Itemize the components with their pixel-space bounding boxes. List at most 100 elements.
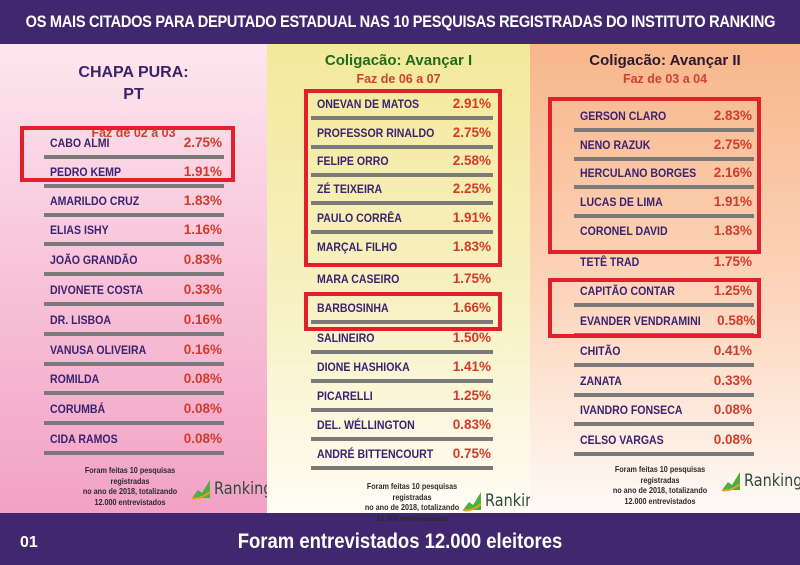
candidate-name: BARBOSINHA (317, 300, 389, 315)
candidate-row: FELIPE ORRO 2.58% (311, 148, 493, 177)
candidate-name: GERSON CLARO (580, 108, 667, 123)
candidate-name: TETÊ TRAD (580, 254, 640, 269)
candidate-value: 2.16% (713, 165, 752, 180)
column-avancar-2: Coligacão: Avançar II Faz de 03 a 04 GER… (530, 44, 800, 513)
candidate-name: PAULO CORRÊA (317, 210, 402, 225)
candidate-name: PEDRO KEMP (50, 164, 122, 179)
ranking-logo: Ranking (190, 478, 283, 500)
candidate-name: AMARILDO CRUZ (50, 193, 140, 208)
footnote: Foram feitas 10 pesquisas registradas no… (353, 481, 472, 523)
candidate-name: CHITÃO (580, 343, 621, 358)
candidate-name: CORUMBÁ (50, 401, 106, 416)
candidate-row: LUCAS DE LIMA 1.91% (574, 189, 754, 218)
footnote-line: no ano de 2018, totalizando (82, 486, 178, 496)
candidate-value: 2.75% (183, 135, 222, 150)
candidate-value: 0.08% (713, 402, 752, 417)
candidate-value: 2.83% (713, 108, 752, 123)
logo-text: Ranking (744, 471, 800, 491)
candidate-value: 1.25% (452, 388, 491, 403)
column-pt: CHAPA PURA: PT Faz de 02 a 03 CABO ALMI 2… (0, 44, 272, 513)
candidate-value: 0.41% (713, 343, 752, 358)
candidate-row: ZANATA 0.33% (574, 368, 754, 397)
candidate-value: 1.83% (452, 239, 491, 254)
candidate-name: LUCAS DE LIMA (580, 194, 663, 209)
candidate-name: DEL. WÉLLINGTON (317, 417, 415, 432)
candidate-row: IVANDRO FONSECA 0.08% (574, 397, 754, 426)
ranking-logo-icon (191, 480, 211, 500)
ranking-logo: Ranking (720, 470, 800, 492)
column-subtitle: Faz de 06 a 07 (356, 72, 441, 86)
candidate-value: 0.16% (183, 342, 222, 357)
footnote-line: Foram feitas 10 pesquisas registradas (84, 465, 176, 486)
candidate-row: MARÇAL FILHO 1.83% (311, 234, 493, 263)
footnote-line: Foram feitas 10 pesquisas registradas (366, 481, 458, 502)
candidate-value: 0.33% (713, 373, 752, 388)
column-title-line1: CHAPA PURA: (78, 64, 189, 81)
column-title: CHAPA PURA: PT (0, 62, 267, 106)
candidate-name: ELIAS ISHY (50, 222, 109, 237)
logo-text: Ranking (485, 491, 544, 511)
candidate-row: DIONE HASHIOKA 1.41% (311, 354, 493, 383)
candidate-row: PICARELLI 1.25% (311, 383, 493, 412)
candidate-row: ELIAS ISHY 1.16% (44, 217, 224, 246)
candidate-name: ROMILDA (50, 371, 100, 386)
candidate-row: DIVONETE COSTA 0.33% (44, 277, 224, 306)
candidate-row: PAULO CORRÊA 1.91% (311, 205, 493, 234)
column-title: Coligacão: Avançar I (324, 52, 473, 69)
candidate-row: SALINEIRO 1.50% (311, 325, 493, 354)
candidate-name: JOÃO GRANDÃO (50, 252, 138, 267)
candidate-value: 1.75% (452, 271, 491, 286)
candidate-row: ONEVAN DE MATOS 2.91% (311, 91, 493, 120)
footnote-line: Foram feitas 10 pesquisas registradas (614, 464, 706, 485)
candidate-value: 1.91% (183, 164, 222, 179)
candidate-name: HERCULANO BORGES (580, 165, 697, 180)
candidate-value: 1.83% (183, 193, 222, 208)
candidate-value: 1.91% (713, 194, 752, 209)
footnote-line: 12.000 entrevistados (624, 495, 696, 506)
candidate-row: ZÉ TEIXEIRA 2.25% (311, 176, 493, 205)
candidate-value: 1.83% (713, 223, 752, 238)
footnote-line: no ano de 2018, totalizando (364, 502, 460, 512)
column-title: Coligacão: Avançar II (589, 52, 741, 69)
candidate-value: 0.08% (183, 371, 222, 386)
candidate-row: VANUSA OLIVEIRA 0.16% (44, 337, 224, 366)
highlight-box (548, 278, 761, 338)
candidate-name: IVANDRO FONSECA (580, 402, 683, 417)
candidate-value: 1.16% (183, 222, 222, 237)
footnote: Foram feitas 10 pesquisas registradas no… (71, 465, 190, 507)
page-number: 01 (20, 534, 38, 551)
candidate-row: CORONEL DAVID 1.83% (574, 218, 754, 247)
candidate-row: TETÊ TRAD 1.75% (574, 249, 754, 278)
candidate-value: 0.83% (452, 417, 491, 432)
footnote-line: 12.000 entrevistados (94, 496, 166, 507)
candidate-name: ZANATA (580, 373, 622, 388)
candidate-row: ROMILDA 0.08% (44, 366, 224, 395)
candidate-value: 2.58% (452, 153, 491, 168)
candidate-value: 0.08% (183, 401, 222, 416)
candidate-row: CABO ALMI 2.75% (44, 130, 224, 159)
candidate-row: CORUMBÁ 0.08% (44, 396, 224, 425)
candidate-name: DIONE HASHIOKA (317, 359, 410, 374)
candidate-row: DEL. WÉLLINGTON 0.83% (311, 412, 493, 441)
candidate-name: CABO ALMI (50, 135, 110, 150)
ranking-logo-icon (721, 472, 741, 492)
logo-text: Ranking (214, 479, 273, 499)
candidate-row: HERCULANO BORGES 2.16% (574, 160, 754, 189)
candidate-row: JOÃO GRANDÃO 0.83% (44, 247, 224, 276)
candidate-value: 0.75% (452, 446, 491, 461)
page-title: OS MAIS CITADOS PARA DEPUTADO ESTADUAL N… (25, 12, 775, 31)
candidate-value: 1.25% (713, 283, 752, 298)
candidate-value: 0.83% (183, 252, 222, 267)
candidate-name: CIDA RAMOS (50, 431, 118, 446)
candidate-row: PROFESSOR RINALDO 2.75% (311, 120, 493, 149)
candidate-name: EVANDER VENDRAMINI (580, 313, 701, 328)
candidate-row: CELSO VARGAS 0.08% (574, 427, 754, 456)
column-avancar-1: Coligacão: Avançar I Faz de 06 a 07 ONEV… (267, 44, 543, 523)
candidate-value: 1.41% (452, 359, 491, 374)
candidate-name: MARÇAL FILHO (317, 239, 398, 254)
footnote: Foram feitas 10 pesquisas registradas no… (601, 464, 720, 506)
candidate-name: CAPITÃO CONTAR (580, 283, 675, 298)
candidate-name: ZÉ TEIXEIRA (317, 181, 383, 196)
header-bar: OS MAIS CITADOS PARA DEPUTADO ESTADUAL N… (0, 0, 800, 44)
footer-text: Foram entrevistados 12.000 eleitores (237, 530, 563, 553)
